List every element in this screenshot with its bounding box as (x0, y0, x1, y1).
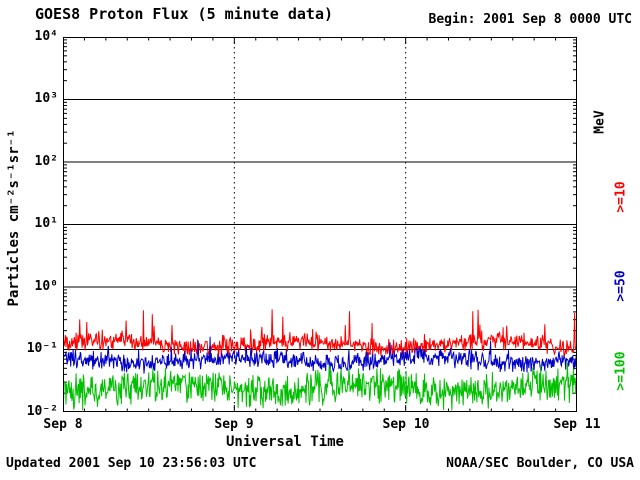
x-tick-sep9: Sep 9 (214, 417, 254, 432)
y-tick-1e-1: 10⁻¹ (26, 341, 58, 356)
y-tick-1e4: 10⁴ (34, 29, 58, 44)
y-tick-1e-2: 10⁻² (26, 404, 58, 419)
y-tick-1e2: 10² (34, 154, 58, 169)
chart-title: GOES8 Proton Flux (5 minute data) (35, 5, 334, 23)
x-tick-sep10: Sep 10 (382, 417, 430, 432)
right-axis-unit-label: MeV (592, 110, 608, 134)
x-tick-sep11: Sep 11 (553, 417, 601, 432)
legend-ge100-label: >=100 (613, 351, 629, 391)
credit-label: NOAA/SEC Boulder, CO USA (446, 456, 634, 471)
updated-timestamp: Updated 2001 Sep 10 23:56:03 UTC (6, 456, 257, 471)
legend-ge50-label: >=50 (613, 270, 629, 302)
y-tick-1e3: 10³ (34, 91, 58, 106)
legend-ge10-label: >=10 (613, 181, 629, 213)
x-tick-sep8: Sep 8 (43, 417, 83, 432)
x-axis-label: Universal Time (225, 434, 344, 450)
plot-area (63, 37, 577, 412)
y-tick-1e1: 10¹ (34, 216, 58, 231)
y-axis-label: Particles cm⁻²s⁻¹sr⁻¹ (6, 129, 22, 307)
begin-time-label: Begin: 2001 Sep 8 0000 UTC (428, 12, 633, 27)
y-tick-1e0: 10⁰ (34, 279, 58, 294)
